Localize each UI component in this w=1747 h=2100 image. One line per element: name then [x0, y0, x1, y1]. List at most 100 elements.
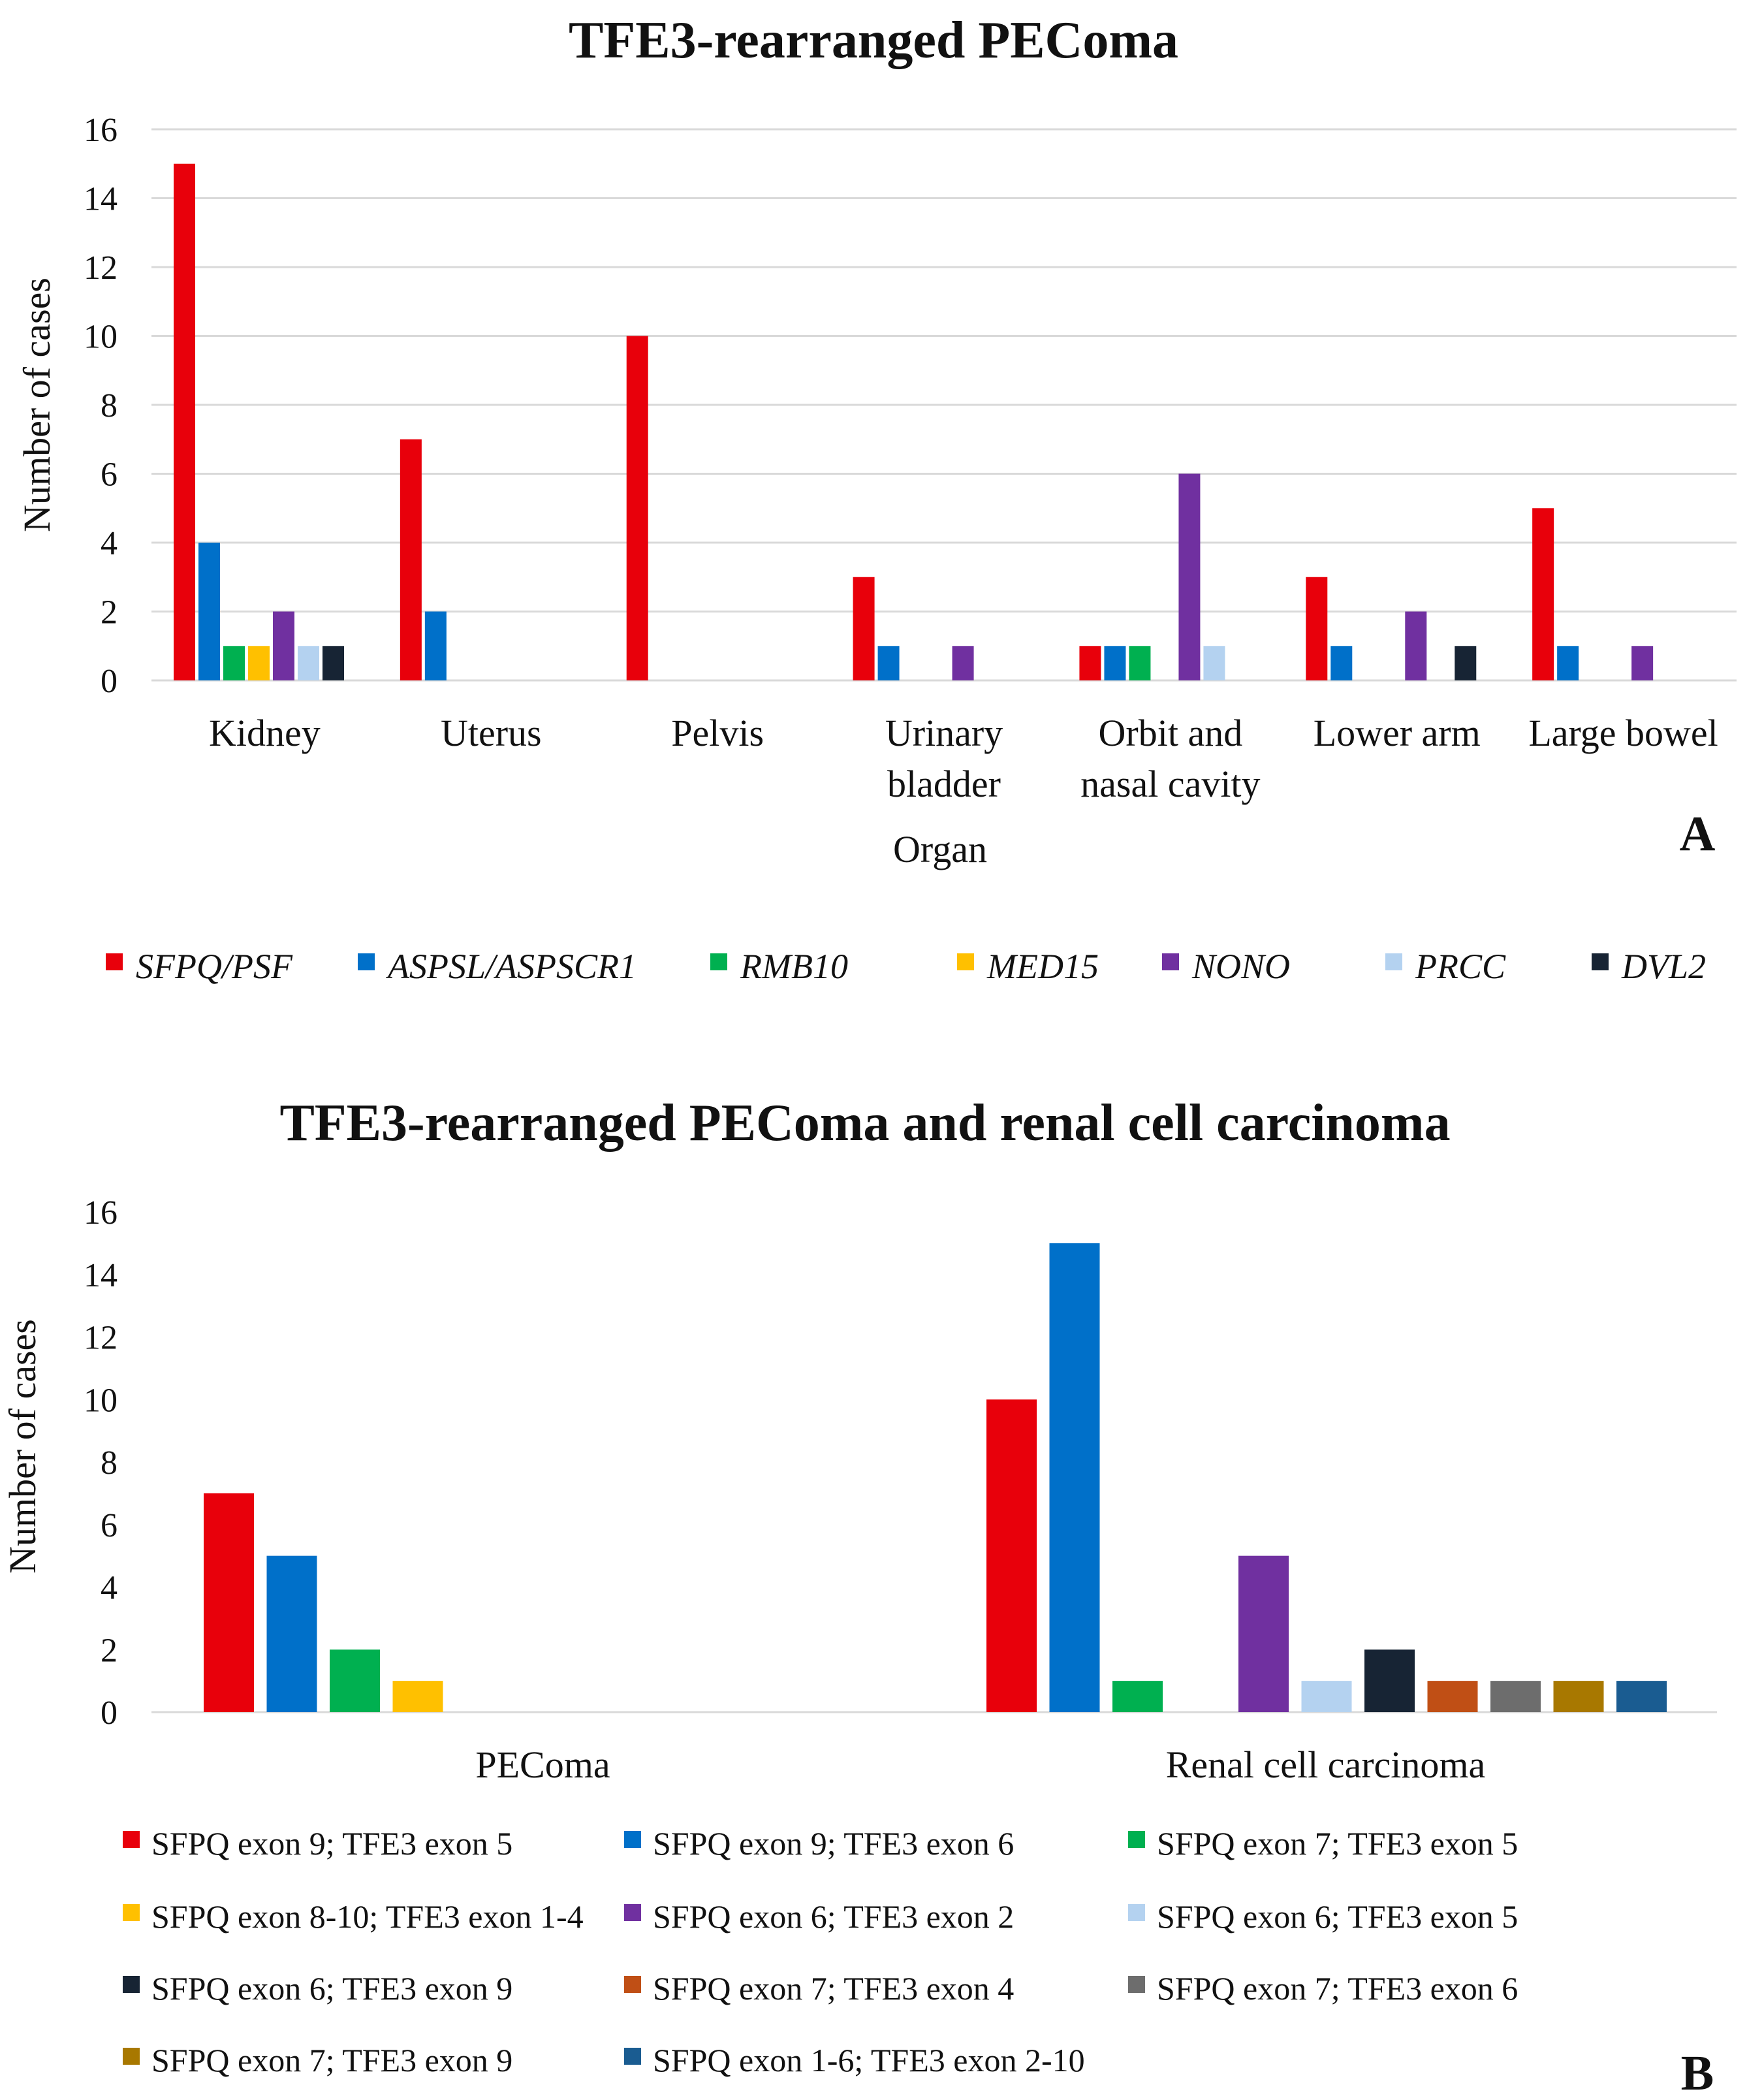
x-tick-label: Lower arm — [1314, 712, 1481, 754]
legend-swatch — [123, 1976, 140, 1993]
legend-label: SFPQ exon 9; TFE3 exon 6 — [653, 1825, 1014, 1862]
bar-sfpq-exon-1-6-tfe3-exon-2-10-renal-cell-carcinoma — [1616, 1681, 1667, 1712]
panel-b-y-axis-label: Number of cases — [1, 1319, 44, 1574]
bar-nono-lower-arm — [1405, 611, 1427, 680]
y-tick-label: 6 — [101, 456, 118, 494]
legend-swatch — [624, 1831, 641, 1848]
y-tick-label: 2 — [101, 1632, 118, 1669]
x-tick-label: Large bowel — [1528, 712, 1718, 754]
bar-sfpq-exon-7-tfe3-exon-6-renal-cell-carcinoma — [1490, 1681, 1541, 1712]
panel-a-chart: TFE3-rearranged PEComa Number of cases O… — [16, 12, 1737, 986]
bar-sfpq-exon-6-tfe3-exon-2-renal-cell-carcinoma — [1238, 1555, 1289, 1712]
bar-sfpq-psf-uterus — [400, 439, 422, 680]
bar-sfpq-exon-7-tfe3-exon-5-renal-cell-carcinoma — [1112, 1681, 1163, 1712]
bar-aspsl-aspscr1-kidney — [198, 543, 220, 680]
panel-b-label: B — [1681, 2046, 1714, 2100]
bar-nono-urinary-bladder — [952, 646, 974, 680]
legend-label: SFPQ exon 7; TFE3 exon 5 — [1157, 1825, 1518, 1862]
x-tick-label: Orbit and — [1099, 712, 1243, 754]
y-tick-label: 4 — [101, 525, 118, 562]
panel-a-y-axis-label: Number of cases — [16, 278, 58, 532]
y-tick-label: 12 — [84, 1320, 118, 1357]
y-tick-label: 14 — [84, 181, 118, 218]
bar-prcc-orbit-and-nasal-cavity — [1203, 646, 1225, 680]
legend-swatch — [1128, 1976, 1145, 1993]
bar-sfpq-exon-9-tfe3-exon-5-renal-cell-carcinoma — [986, 1399, 1037, 1712]
legend-label: SFPQ exon 7; TFE3 exon 6 — [1157, 1970, 1518, 2007]
bar-sfpq-psf-kidney — [174, 163, 195, 680]
legend-swatch — [624, 1904, 641, 1921]
panel-a-x-ticks: Kidney Uterus Pelvis Urinary bladder Orbit an… — [209, 712, 1718, 805]
bar-nono-large-bowel — [1631, 646, 1654, 680]
y-tick-label: 8 — [101, 1444, 118, 1482]
legend-swatch — [1592, 953, 1609, 970]
bar-sfpq-exon-7-tfe3-exon-9-renal-cell-carcinoma — [1553, 1681, 1604, 1712]
legend-label: PRCC — [1415, 947, 1506, 986]
panel-a-gridlines — [151, 128, 1737, 682]
panel-a-bars — [174, 163, 1654, 680]
bar-sfpq-exon-7-tfe3-exon-5-pecoma — [330, 1649, 380, 1712]
bar-prcc-kidney — [298, 646, 319, 680]
bar-dvl2-lower-arm — [1455, 646, 1477, 680]
legend-swatch — [106, 953, 123, 970]
panel-a-title: TFE3-rearranged PEComa — [569, 12, 1178, 69]
bar-sfpq-exon-7-tfe3-exon-4-renal-cell-carcinoma — [1427, 1681, 1478, 1712]
bar-sfpq-exon-9-tfe3-exon-6-renal-cell-carcinoma — [1049, 1243, 1100, 1712]
y-tick-label: 16 — [84, 112, 118, 149]
legend-label: SFPQ exon 6; TFE3 exon 5 — [1157, 1898, 1518, 1935]
bar-sfpq-psf-pelvis — [626, 336, 648, 680]
legend-label: SFPQ exon 8-10; TFE3 exon 1-4 — [151, 1898, 584, 1935]
panel-b-legend: SFPQ exon 9; TFE3 exon 5 SFPQ exon 9; TFE… — [123, 1825, 1518, 2078]
legend-label: SFPQ exon 6; TFE3 exon 2 — [653, 1898, 1014, 1935]
legend-swatch — [123, 1831, 140, 1848]
panel-b-bars — [204, 1243, 1667, 1712]
panel-b-x-ticks: PEComa Renal cell carcinoma — [475, 1743, 1485, 1786]
bar-aspsl-aspscr1-orbit-and-nasal-cavity — [1104, 646, 1126, 680]
x-tick-label: Urinary — [885, 712, 1003, 754]
bar-sfpq-exon-9-tfe3-exon-6-pecoma — [266, 1555, 317, 1712]
legend-swatch — [358, 953, 375, 970]
y-tick-label: 10 — [84, 1382, 118, 1419]
x-tick-label: Renal cell carcinoma — [1166, 1743, 1486, 1786]
legend-swatch — [1128, 1831, 1145, 1848]
legend-label: ASPSL/ASPSCR1 — [386, 947, 637, 986]
bar-nono-kidney — [273, 611, 294, 680]
legend-label: SFPQ exon 6; TFE3 exon 9 — [151, 1970, 512, 2007]
legend-label: SFPQ exon 9; TFE3 exon 5 — [151, 1825, 512, 1862]
legend-swatch — [123, 1904, 140, 1921]
y-tick-label: 16 — [84, 1194, 118, 1232]
bar-nono-orbit-and-nasal-cavity — [1178, 473, 1201, 680]
legend-swatch — [123, 2048, 140, 2065]
y-tick-label: 6 — [101, 1507, 118, 1544]
legend-label: SFPQ exon 7; TFE3 exon 4 — [653, 1970, 1014, 2007]
panel-b-y-ticks: 0 2 4 6 8 10 12 14 16 — [84, 1194, 118, 1732]
panel-b-chart: TFE3-rearranged PEComa and renal cell ca… — [1, 1094, 1717, 2100]
legend-label: DVL2 — [1621, 947, 1706, 986]
bar-sfpq-exon-9-tfe3-exon-5-pecoma — [204, 1493, 254, 1712]
bar-aspsl-aspscr1-lower-arm — [1330, 646, 1353, 680]
legend-label: NONO — [1191, 947, 1290, 986]
panel-b-title: TFE3-rearranged PEComa and renal cell ca… — [279, 1094, 1450, 1152]
bar-rmb10-kidney — [223, 646, 245, 680]
bar-med15-kidney — [248, 646, 270, 680]
x-tick-label: bladder — [887, 763, 1001, 805]
panel-a-label: A — [1680, 806, 1716, 861]
bar-sfpq-psf-orbit-and-nasal-cavity — [1079, 646, 1101, 680]
bar-aspsl-aspscr1-large-bowel — [1557, 646, 1579, 680]
y-tick-label: 4 — [101, 1570, 118, 1607]
y-tick-label: 12 — [84, 249, 118, 287]
bar-aspsl-aspscr1-uterus — [424, 611, 447, 680]
legend-swatch — [624, 2048, 641, 2065]
panel-a-legend: SFPQ/PSF ASPSL/ASPSCR1 RMB10 MED15 NONO PRCC D… — [106, 947, 1706, 986]
y-tick-label: 10 — [84, 319, 118, 356]
legend-label: SFPQ exon 7; TFE3 exon 9 — [151, 2042, 512, 2078]
x-tick-label: Kidney — [209, 712, 321, 754]
legend-swatch — [710, 953, 727, 970]
bar-sfpq-exon-6-tfe3-exon-5-renal-cell-carcinoma — [1301, 1681, 1352, 1712]
bar-sfpq-psf-urinary-bladder — [853, 577, 875, 680]
y-tick-label: 0 — [101, 1694, 118, 1732]
y-tick-label: 8 — [101, 387, 118, 424]
legend-label: RMB10 — [740, 947, 848, 986]
legend-swatch — [624, 1976, 641, 1993]
